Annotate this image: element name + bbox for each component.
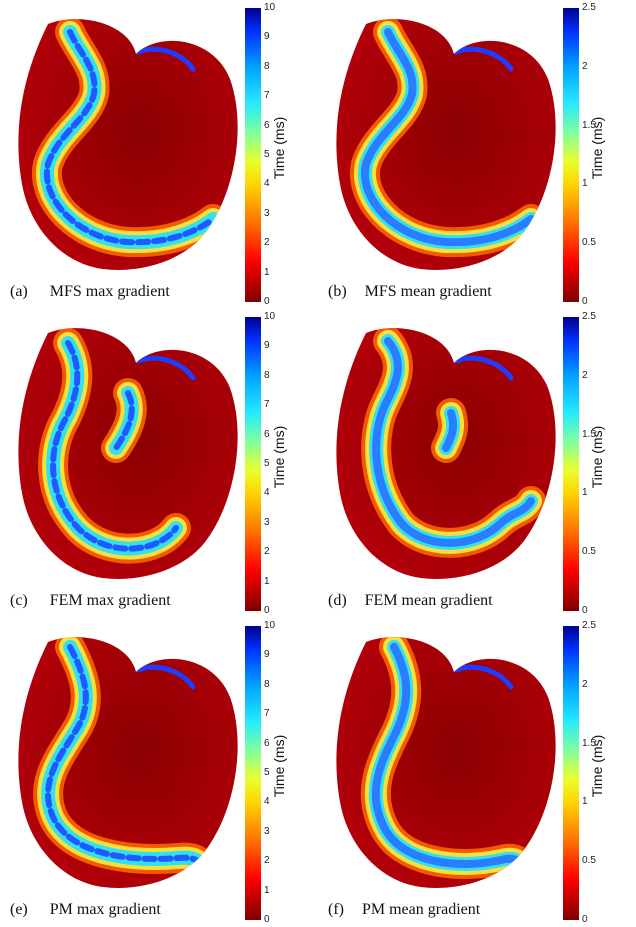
colorbar-tick-label: 9 (264, 649, 270, 661)
panel-e: 0 1 2 3 4 5 6 7 8 9 10 Time (ms) (e) PM max gradient (0, 618, 318, 927)
panel-caption-text: FEM mean gradient (364, 592, 493, 609)
colorbar-tick-label: 5 (264, 458, 270, 469)
colorbar (245, 626, 261, 920)
colorbar-tick-label: 10 (264, 311, 276, 322)
colorbar-tick-label: 0 (264, 296, 270, 307)
colorbar-tick-label: 5 (264, 767, 270, 778)
colorbar-tick-label: 0 (582, 914, 588, 925)
colorbar-tick-label: 1 (582, 178, 588, 190)
colorbar-tick-label: 1 (264, 884, 270, 896)
colorbar-ticks: 0 1 2 3 4 5 6 7 8 9 10 (264, 621, 288, 925)
panel-tag: (f) (328, 901, 344, 918)
colorbar-tick-label: 2.5 (582, 2, 596, 13)
colorbar-tick-label: 7 (264, 399, 270, 411)
colorbar-tick-label: 4 (264, 796, 270, 808)
colorbar-tick-label: 2 (264, 855, 270, 867)
panel-caption: (c) FEM max gradient (10, 592, 171, 610)
colorbar-tick-label: 1 (582, 487, 588, 499)
colorbar-tick-label: 0 (582, 605, 588, 616)
colorbar-tick-label: 1 (264, 575, 270, 587)
colorbar-tick-label: 0.5 (582, 855, 596, 867)
colorbar-ticks: 0 1 2 3 4 5 6 7 8 9 10 (264, 312, 288, 616)
panel-caption-text: PM max gradient (49, 901, 161, 918)
colorbar-label: Time (ms) (589, 734, 605, 798)
panel-caption-text: MFS max gradient (49, 283, 170, 300)
colorbar-label: Time (ms) (271, 116, 287, 180)
panel-caption-text: PM mean gradient (361, 901, 481, 918)
heart-activation-map (326, 632, 562, 894)
heart-activation-map (8, 632, 244, 894)
colorbar-tick-label: 2 (582, 678, 588, 690)
panel-a: 0 1 2 3 4 5 6 7 8 9 10 Time (ms) (a) MFS max gradient (0, 0, 318, 309)
colorbar-tick-label: 3 (264, 825, 270, 837)
colorbar-tick-label: 2 (264, 546, 270, 558)
colorbar-tick-label: 1 (582, 796, 588, 808)
colorbar-tick-label: 3 (264, 516, 270, 528)
colorbar-tick-label: 0.5 (582, 237, 596, 249)
panel-caption: (d) FEM mean gradient (328, 592, 493, 610)
colorbar-tick-label: 1.5 (582, 428, 596, 440)
colorbar-tick-label: 4 (264, 178, 270, 190)
panel-caption: (f) PM mean gradient (328, 901, 480, 919)
colorbar-tick-label: 7 (264, 90, 270, 102)
heart-activation-map (8, 323, 244, 585)
colorbar-tick-label: 3 (264, 207, 270, 219)
panel-caption: (e) PM max gradient (10, 901, 161, 919)
colorbar-tick-label: 8 (264, 369, 270, 381)
colorbar-tick-label: 8 (264, 678, 270, 690)
colorbar-tick-label: 0 (582, 296, 588, 307)
colorbar-ticks: 0 1 2 3 4 5 6 7 8 9 10 (264, 3, 288, 307)
colorbar-tick-label: 10 (264, 2, 276, 13)
colorbar-tick-label: 2 (582, 369, 588, 381)
colorbar-tick-label: 2.5 (582, 620, 596, 631)
colorbar-tick-label: 0 (264, 605, 270, 616)
colorbar-label: Time (ms) (589, 116, 605, 180)
colorbar-tick-label: 2 (264, 237, 270, 249)
colorbar-label: Time (ms) (589, 425, 605, 489)
colorbar (563, 626, 579, 920)
colorbar-tick-label: 1.5 (582, 119, 596, 131)
panel-tag: (e) (10, 901, 28, 918)
colorbar-tick-label: 2.5 (582, 311, 596, 322)
colorbar-tick-label: 0.5 (582, 546, 596, 558)
colorbar-tick-label: 6 (264, 428, 270, 440)
panel-tag: (c) (10, 592, 28, 609)
colorbar-ticks: 0 0.5 1 1.5 2 2.5 (582, 621, 606, 925)
colorbar (245, 8, 261, 302)
heart-activation-map (326, 14, 562, 276)
colorbar-tick-label: 10 (264, 620, 276, 631)
colorbar (563, 317, 579, 611)
panel-caption-text: MFS mean gradient (364, 283, 492, 300)
heart-activation-map (326, 323, 562, 585)
colorbar-tick-label: 8 (264, 60, 270, 72)
colorbar-label: Time (ms) (271, 425, 287, 489)
colorbar-tick-label: 1 (264, 266, 270, 278)
panel-tag: (b) (328, 283, 347, 300)
heart-activation-map (8, 14, 244, 276)
panel-b: 0 0.5 1 1.5 2 2.5 Time (ms) (b) MFS mean gradien… (318, 0, 636, 309)
colorbar-ticks: 0 0.5 1 1.5 2 2.5 (582, 312, 606, 616)
colorbar-tick-label: 9 (264, 340, 270, 352)
colorbar-tick-label: 4 (264, 487, 270, 499)
colorbar-tick-label: 6 (264, 119, 270, 131)
panel-d: 0 0.5 1 1.5 2 2.5 Time (ms) (d) FEM mean gradien… (318, 309, 636, 618)
colorbar-tick-label: 5 (264, 149, 270, 160)
colorbar-tick-label: 1.5 (582, 737, 596, 749)
colorbar-tick-label: 0 (264, 914, 270, 925)
panel-f: 0 0.5 1 1.5 2 2.5 Time (ms) (f) PM mean gradient (318, 618, 636, 927)
colorbar-tick-label: 9 (264, 31, 270, 43)
colorbar (245, 317, 261, 611)
colorbar (563, 8, 579, 302)
colorbar-ticks: 0 0.5 1 1.5 2 2.5 (582, 3, 606, 307)
colorbar-tick-label: 6 (264, 737, 270, 749)
colorbar-tick-label: 7 (264, 708, 270, 720)
panel-tag: (a) (10, 283, 28, 300)
panel-caption-text: FEM max gradient (49, 592, 171, 609)
panel-caption: (b) MFS mean gradient (328, 283, 492, 301)
colorbar-label: Time (ms) (271, 734, 287, 798)
colorbar-tick-label: 2 (582, 60, 588, 72)
panel-caption: (a) MFS max gradient (10, 283, 170, 301)
panel-tag: (d) (328, 592, 347, 609)
panel-c: 0 1 2 3 4 5 6 7 8 9 10 Time (ms) (c) FEM max gradient (0, 309, 318, 618)
